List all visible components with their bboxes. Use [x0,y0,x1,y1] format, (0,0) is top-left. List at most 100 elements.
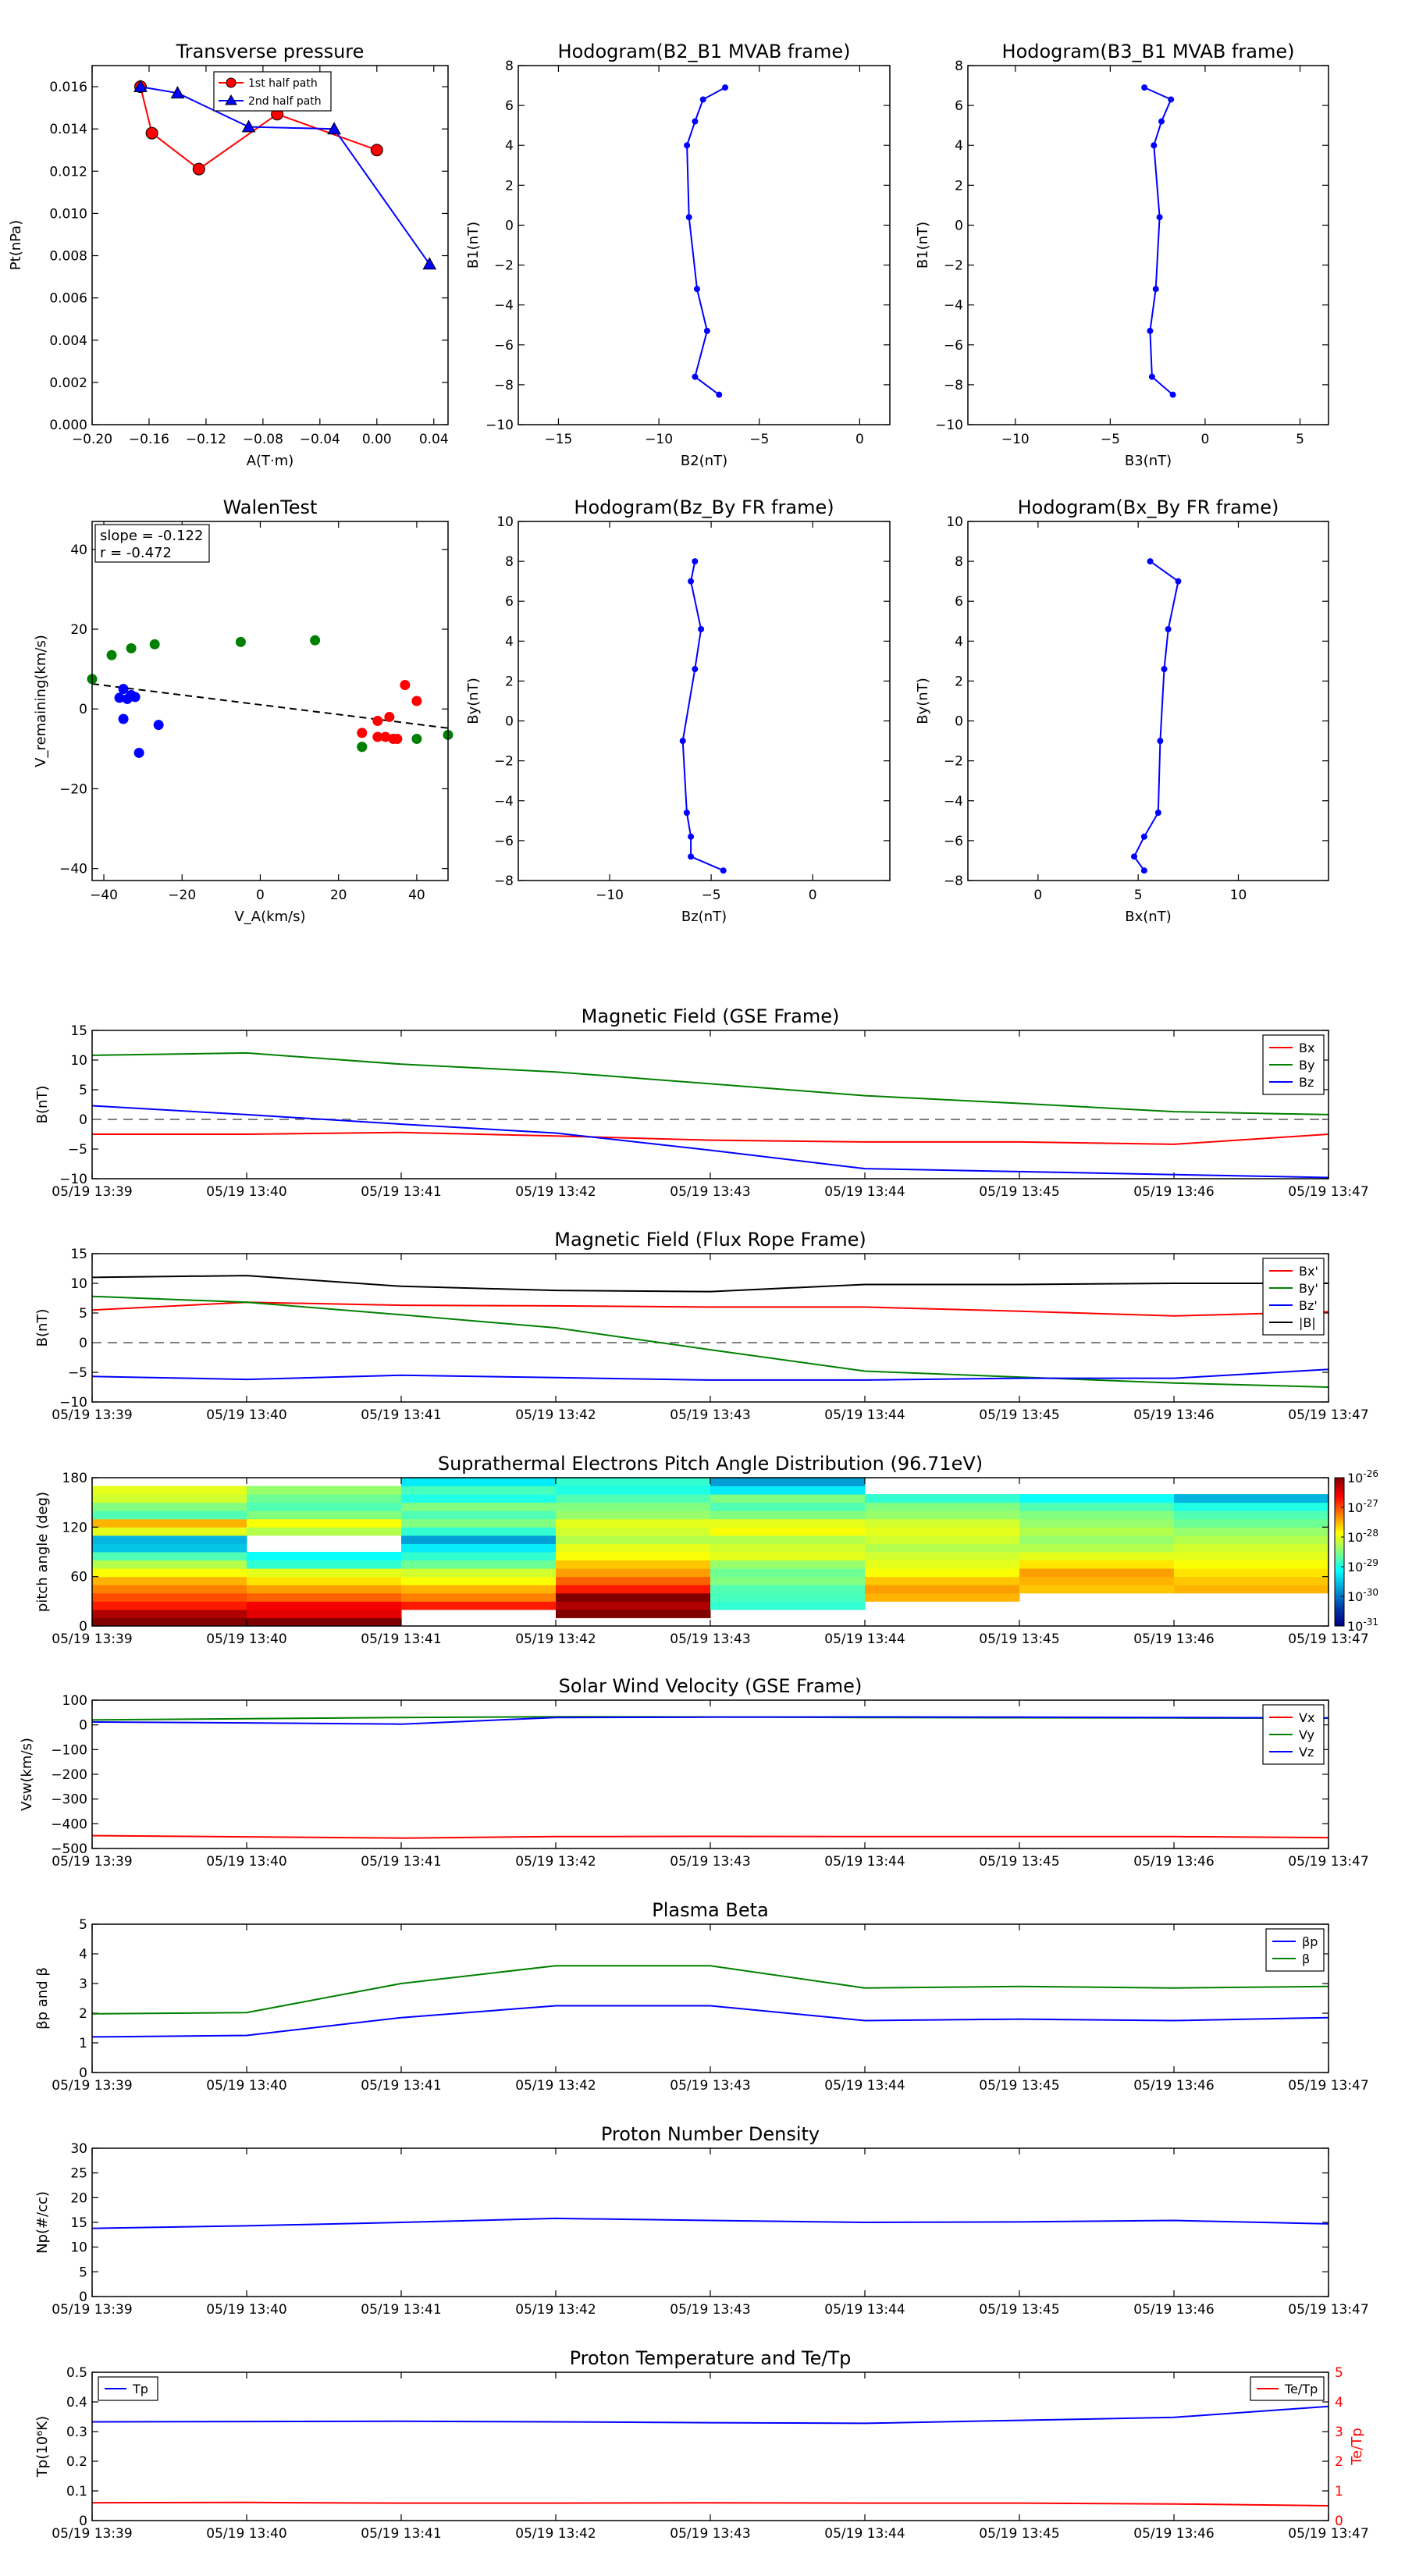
np-panel: Proton Number Density 0 5 10 15 20 25 30 05/19 1… [34,2123,1369,2318]
pt-panel: Transverse pressure 0.000 0.002 0.004 0.006 0… [8,41,449,469]
h4-marker [1140,867,1147,874]
pt-frame [91,65,449,425]
pad-cell [1174,1527,1329,1536]
walen-point [384,711,395,722]
bfr-time-label: 05/19 13:42 [515,1407,596,1423]
pad-cell [247,1560,402,1569]
bgse-series-line [91,1051,1329,1115]
pad-time-label: 05/19 13:40 [206,1631,286,1647]
h1-frame [518,65,891,425]
bgse-legend-label: Bx [1299,1041,1314,1055]
tp-series-line [91,2501,1329,2507]
walen-point [118,684,129,695]
pad-colorbar-exp: -30 [1363,1587,1378,1598]
pad-cell [401,1560,557,1569]
bfr-ytick-label: 5 [79,1306,87,1322]
h4-xlabel: Bx(nT) [1125,909,1171,925]
h4-frame [967,521,1329,881]
bfr-time-label: 05/19 13:43 [670,1407,750,1423]
bgse-series-line [91,1105,1329,1179]
tp-frame [91,2371,1329,2521]
h4-marker [1131,853,1138,860]
bgse-time-label: 05/19 13:45 [979,1184,1059,1200]
pt-marker [370,144,383,157]
pt-xtick-label: 0.04 [419,432,449,447]
h2-ytick-label: 8 [955,59,963,74]
pad-cell [556,1494,711,1503]
pt-marker [145,126,158,140]
pad-cell [401,1576,557,1585]
np-ytick-label: 15 [70,2215,87,2231]
pad-cell [247,1510,402,1520]
pad-cell [247,1552,402,1561]
walen-point [118,713,129,724]
vsw-frame [91,1699,1329,1849]
h2-xlabel: B3(nT) [1125,453,1172,469]
h3-ytick-label: 0 [505,714,514,730]
pad-colorbar-exp: -31 [1363,1617,1378,1628]
vsw-ytick-label: 100 [62,1693,87,1709]
h4-marker [1161,666,1168,673]
np-ytick-label: 5 [79,2265,87,2280]
pt-xtick-label: −0.20 [72,432,112,447]
pad-cell [1019,1518,1175,1528]
h1-xtick-label: −15 [545,432,573,447]
h1-ytick-label: −8 [494,378,514,393]
pad-colorbar-base: 10 [1347,1589,1363,1604]
pad-cell [556,1601,711,1610]
h3-xtick-label: −10 [596,888,624,903]
vsw-time-label: 05/19 13:45 [979,1854,1059,1870]
pt-marker [241,119,256,133]
bfr-legend-label: Bz' [1299,1298,1318,1313]
h3-marker [698,626,705,632]
pad-cell [1174,1535,1329,1544]
h4-marker [1140,833,1147,840]
tp-ylabel: Tp(10⁶K) [34,2416,51,2478]
h4-marker [1147,558,1154,565]
h4-ytick-label: −8 [944,873,963,889]
pad-cell [92,1485,247,1495]
pt-marker [327,122,341,135]
vsw-time-label: 05/19 13:43 [670,1854,750,1870]
pad-cell [710,1518,866,1528]
h4-xtick-label: 5 [1134,888,1143,903]
h2-xtick-label: 0 [1201,432,1210,447]
walen-ytick-label: 20 [70,622,87,638]
pad-cell [401,1543,557,1553]
pad-cell [556,1527,711,1536]
vsw-ytick-label: −400 [51,1816,87,1832]
pt-ytick-label: 0.004 [49,333,87,349]
h1-xlabel: B2(nT) [681,453,727,469]
tp-time-label: 05/19 13:41 [361,2526,441,2542]
h4-ytick-label: 0 [955,714,963,730]
walen-panel: WalenTest −40 −20 0 20 40 −40 −20 0 20 40 V_A(km/s)… [33,496,454,925]
walen-xtick-label: 40 [408,888,425,903]
h2-ylabel: B1(nT) [915,222,931,269]
pad-cell [401,1601,557,1610]
pad-time-label: 05/19 13:41 [361,1631,441,1647]
h2-ytick-label: −4 [944,298,963,314]
bgse-ytick-label: −5 [68,1142,87,1158]
bfr-time-label: 05/19 13:45 [979,1407,1059,1423]
pad-colorbar-exp: -27 [1363,1498,1378,1509]
vsw-time-label: 05/19 13:40 [206,1854,286,1870]
np-series-line [91,2217,1329,2229]
pad-cell [556,1510,711,1520]
tp-panel: Proton Temperature and Te/Tp 0 0.1 0.2 0.3 0.… [34,2347,1369,2542]
vsw-ytick-label: 0 [79,1718,87,1734]
h3-series-line [681,560,724,872]
tp-time-label: 05/19 13:42 [515,2526,596,2542]
h4-ylabel: By(nT) [915,678,931,724]
h2-marker [1169,391,1176,398]
h4-xtick-label: 10 [1230,888,1247,903]
pt-legend-marker [225,94,237,105]
pt-xtick-label: −0.12 [186,432,226,447]
h1-ylabel: B1(nT) [465,222,482,269]
walen-xtick-label: 0 [256,888,265,903]
h3-ytick-label: 2 [505,674,514,689]
h3-ytick-label: −2 [494,754,514,770]
bfr-ytick-label: 15 [70,1247,87,1262]
h1-ytick-label: −4 [494,298,514,314]
walen-ytick-label: −20 [59,781,87,797]
pad-cell [1019,1535,1175,1544]
